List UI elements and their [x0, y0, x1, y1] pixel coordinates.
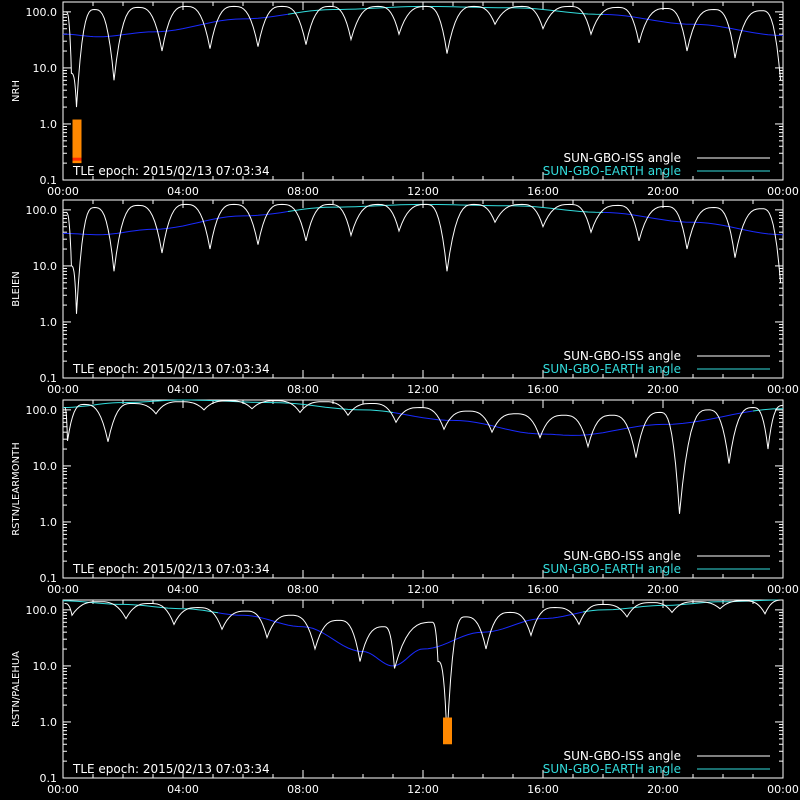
- x-tick-label: 12:00: [407, 383, 439, 396]
- earth-angle-line: [63, 13, 289, 38]
- earth-angle-line: [287, 5, 604, 15]
- legend-label-earth: SUN-GBO-EARTH angle: [543, 362, 681, 376]
- x-tick-label: 16:00: [527, 783, 559, 796]
- iss-angle-line: [64, 400, 784, 514]
- x-tick-label: 16:00: [527, 185, 559, 198]
- x-tick-label: 04:00: [167, 583, 199, 596]
- y-tick-label: 0.1: [40, 174, 58, 187]
- x-tick-label: 16:00: [527, 583, 559, 596]
- y-axis-label: RSTN/LEARMONTH: [11, 442, 22, 536]
- legend-label-earth: SUN-GBO-EARTH angle: [543, 762, 681, 776]
- y-tick-label: 0.1: [40, 572, 58, 585]
- y-tick-label: 100.0: [26, 204, 58, 217]
- legend-label-iss: SUN-GBO-ISS angle: [564, 549, 681, 563]
- iss-angle-line: [64, 599, 783, 739]
- y-tick-label: 100.0: [26, 604, 58, 617]
- earth-angle-line: [217, 611, 584, 667]
- y-tick-label: 100.0: [26, 6, 58, 19]
- x-tick-label: 00:00: [767, 383, 799, 396]
- iss-angle-line: [66, 5, 782, 108]
- y-axis-label: NRH: [11, 80, 22, 102]
- x-tick-label: 00:00: [47, 583, 79, 596]
- x-tick-label: 08:00: [287, 583, 319, 596]
- earth-angle-line: [392, 410, 754, 436]
- event-marker: [443, 717, 452, 745]
- y-tick-label: 10.0: [33, 460, 58, 473]
- legend-label-iss: SUN-GBO-ISS angle: [564, 749, 681, 763]
- x-tick-label: 20:00: [647, 783, 679, 796]
- x-tick-label: 12:00: [407, 783, 439, 796]
- y-tick-label: 10.0: [33, 260, 58, 273]
- x-tick-label: 20:00: [647, 383, 679, 396]
- y-tick-label: 1.0: [40, 516, 58, 529]
- y-tick-label: 0.1: [40, 772, 58, 785]
- y-tick-label: 100.0: [26, 404, 58, 417]
- x-tick-label: 12:00: [407, 583, 439, 596]
- x-tick-label: 20:00: [647, 583, 679, 596]
- x-tick-label: 04:00: [167, 185, 199, 198]
- x-tick-label: 04:00: [167, 783, 199, 796]
- legend-label-earth: SUN-GBO-EARTH angle: [543, 562, 681, 576]
- earth-angle-line: [63, 211, 289, 236]
- y-tick-label: 0.1: [40, 372, 58, 385]
- y-axis-label: RSTN/PALEHUA: [11, 651, 22, 727]
- y-axis-label: BLEIEN: [11, 271, 22, 307]
- x-tick-label: 00:00: [47, 783, 79, 796]
- earth-angle-line: [602, 13, 784, 36]
- earth-angle-line: [62, 600, 219, 614]
- y-tick-label: 1.0: [40, 716, 58, 729]
- x-tick-label: 16:00: [527, 383, 559, 396]
- x-tick-label: 00:00: [47, 383, 79, 396]
- iss-angle-line: [65, 203, 782, 314]
- x-tick-label: 00:00: [767, 583, 799, 596]
- tle-epoch-label: TLE epoch: 2015/02/13 07:03:34: [72, 362, 270, 376]
- x-tick-label: 00:00: [767, 185, 799, 198]
- x-tick-label: 00:00: [47, 185, 79, 198]
- legend-label-earth: SUN-GBO-EARTH angle: [543, 164, 681, 178]
- legend-label-iss: SUN-GBO-ISS angle: [564, 151, 681, 165]
- y-tick-label: 10.0: [33, 660, 58, 673]
- y-tick-label: 1.0: [40, 316, 58, 329]
- chart-panel-2: 0.1 1.0 10.0 100.0 00:00 04:00 08:00 12:00 16:00…: [11, 199, 799, 396]
- x-tick-label: 08:00: [287, 185, 319, 198]
- y-tick-label: 1.0: [40, 118, 58, 131]
- chart-panel-4: 0.1 1.0 10.0 100.0 00:00 04:00 08:00 12:00 16:00…: [11, 599, 799, 796]
- tle-epoch-label: TLE epoch: 2015/02/13 07:03:34: [72, 562, 270, 576]
- tle-epoch-label: TLE epoch: 2015/02/13 07:03:34: [72, 762, 270, 776]
- chart-panel-1: 0.1 1.0 10.0 100.0 00:00 04:00 08:00 12:00 16:00…: [11, 1, 799, 198]
- x-tick-label: 04:00: [167, 383, 199, 396]
- earth-angle-line: [287, 203, 604, 213]
- x-tick-label: 08:00: [287, 783, 319, 796]
- earth-angle-line: [63, 399, 394, 413]
- earth-angle-line: [752, 408, 784, 412]
- event-marker-red: [72, 157, 82, 161]
- x-tick-label: 12:00: [407, 185, 439, 198]
- legend-label-iss: SUN-GBO-ISS angle: [564, 349, 681, 363]
- earth-angle-line: [602, 211, 784, 236]
- event-marker: [72, 119, 82, 164]
- x-tick-label: 20:00: [647, 185, 679, 198]
- x-tick-label: 00:00: [767, 783, 799, 796]
- tle-epoch-label: TLE epoch: 2015/02/13 07:03:34: [72, 164, 270, 178]
- chart-panel-3: 0.1 1.0 10.0 100.0 00:00 04:00 08:00 12:00 16:00…: [11, 399, 799, 596]
- y-tick-label: 10.0: [33, 62, 58, 75]
- x-tick-label: 08:00: [287, 383, 319, 396]
